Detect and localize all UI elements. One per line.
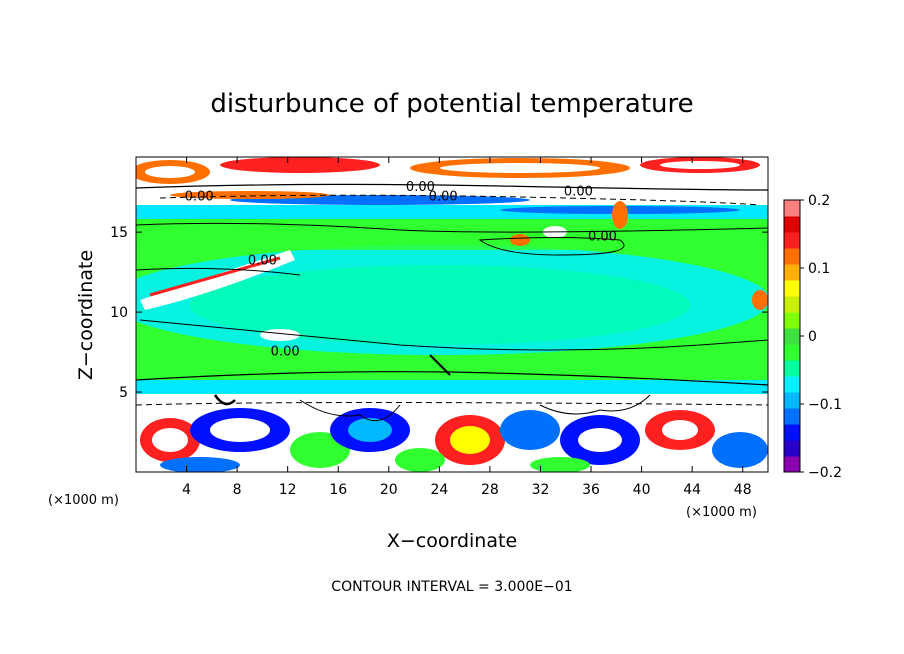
x-axis-label: X−coordinate <box>387 530 517 552</box>
x-tick-label: 28 <box>481 482 499 498</box>
plot-frame <box>135 156 769 473</box>
x-tick-label: 44 <box>683 482 701 498</box>
x-unit-left: (×1000 m) <box>48 493 119 508</box>
colorbar-segment <box>784 296 800 313</box>
contour-interval-note: CONTOUR INTERVAL = 3.000E−01 <box>331 579 572 595</box>
colorbar-segment <box>784 360 800 377</box>
colorbar-tick-label: −0.1 <box>808 397 842 413</box>
colorbar-segment <box>784 328 800 345</box>
colorbar-segment <box>784 456 800 473</box>
contour-label: 0.00 <box>271 344 300 359</box>
colorbar-segment <box>784 440 800 457</box>
colorbar: 0.2 0.1 0 −0.1 −0.2 <box>783 193 842 481</box>
x-tick-label: 48 <box>734 482 752 498</box>
colorbar-tick-label: −0.2 <box>808 465 842 481</box>
colorbar-segment <box>784 232 800 249</box>
x-unit-right: (×1000 m) <box>686 505 757 520</box>
colorbar-segment <box>784 200 800 217</box>
colorbar-tick-label: 0.2 <box>808 193 830 209</box>
colorbar-tick-label: 0.1 <box>808 261 830 277</box>
contour-label: 0.00 <box>429 189 458 204</box>
colorbar-segment <box>784 392 800 409</box>
colorbar-segment <box>784 344 800 361</box>
x-tick-label: 16 <box>329 482 347 498</box>
x-tick-label: 36 <box>582 482 600 498</box>
x-tick-label: 4 <box>182 482 191 498</box>
contour-label: 0.00 <box>564 185 593 200</box>
colorbar-segment <box>784 376 800 393</box>
y-tick-label: 15 <box>110 225 128 241</box>
colorbar-segment <box>784 280 800 297</box>
x-tick-label: 8 <box>233 482 242 498</box>
colorbar-segment <box>784 312 800 329</box>
x-axis: 4 8 12 16 20 24 28 32 36 40 44 48 <box>182 157 752 498</box>
x-tick-label: 32 <box>532 482 550 498</box>
y-tick-label: 10 <box>110 305 128 321</box>
contour-label: 0.00 <box>248 253 277 268</box>
x-tick-label: 40 <box>633 482 651 498</box>
x-tick-label: 12 <box>279 482 297 498</box>
colorbar-segment <box>784 408 800 425</box>
x-tick-label: 20 <box>380 482 398 498</box>
contour-label: 0.00 <box>406 180 435 195</box>
colorbar-tick-label: 0 <box>808 329 817 345</box>
contour-label: 0.00 <box>185 189 214 204</box>
chart-title: disturbunce of potential temperature <box>210 89 693 119</box>
x-tick-label: 24 <box>430 482 448 498</box>
y-tick-label: 5 <box>119 385 128 401</box>
contour-label: 0.00 <box>588 229 617 244</box>
colorbar-segment <box>784 424 800 441</box>
colorbar-segment <box>784 216 800 233</box>
y-axis-label: Z−coordinate <box>75 250 97 380</box>
y-axis: 5 10 15 <box>110 225 768 401</box>
colorbar-segment <box>784 248 800 265</box>
colorbar-segment <box>784 264 800 281</box>
plot-field: 0.000.000.00 0.000.000.000.00 <box>136 157 768 472</box>
